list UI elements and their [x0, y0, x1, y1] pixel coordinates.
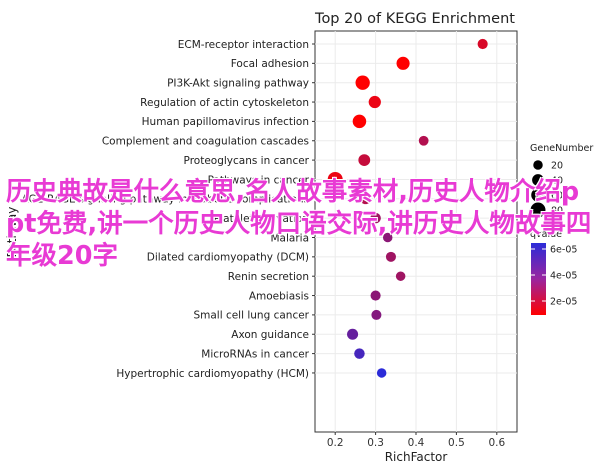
gene-number-legend-label: 60 — [551, 191, 563, 202]
x-axis-ticks: 0.2 0.3 0.4 0.5 0.6 — [327, 432, 505, 449]
y-axis-title: Pathway — [5, 207, 19, 258]
data-point — [370, 212, 381, 224]
pathway-label: Axon guidance — [231, 329, 309, 341]
data-point — [385, 251, 396, 262]
qvalue-legend-label: 2e-05 — [550, 297, 577, 308]
qvalue-legend-title: qvalue — [530, 229, 562, 240]
gene-number-legend-dot — [533, 160, 543, 170]
x-tick-label: 0.6 — [488, 437, 505, 449]
data-point — [354, 348, 365, 359]
data-point — [370, 290, 381, 301]
data-point — [371, 309, 382, 320]
x-tick-label: 0.5 — [448, 437, 465, 449]
gene-number-legend-title: GeneNumber — [530, 143, 593, 154]
data-point — [396, 56, 410, 70]
gene-number-legend-label: 40 — [551, 176, 563, 187]
pathway-label: ECM-receptor interaction — [178, 39, 309, 51]
x-axis-title: RichFactor — [385, 450, 448, 464]
data-point — [358, 154, 371, 166]
data-point — [395, 271, 406, 281]
qvalue-legend-label: 6e-05 — [550, 245, 577, 256]
pathway-label: PI3K-Akt signaling pathway — [167, 78, 309, 90]
gene-number-legend-dot — [531, 188, 545, 202]
pathway-label: Human papillomavirus infection — [142, 116, 309, 128]
pathway-label: Hypertrophic cardiomyopathy (HCM) — [116, 368, 309, 380]
pathway-label: Focal adhesion — [231, 58, 309, 70]
data-point — [352, 114, 367, 129]
pathway-label: Dilated cardiomyopathy (DCM) — [147, 252, 309, 264]
data-points — [327, 38, 488, 378]
x-tick-label: 0.2 — [327, 437, 344, 449]
data-point — [368, 95, 381, 109]
data-point — [477, 38, 488, 50]
pathway-label: Small cell lung cancer — [193, 310, 309, 322]
pathway-label: Regulation of actin cytoskeleton — [140, 97, 309, 109]
qvalue-legend: qvalue 6e-05 4e-05 2e-05 — [530, 229, 577, 315]
chart-title: Top 20 of KEGG Enrichment — [314, 11, 515, 27]
pathway-label: Platelet activation — [214, 213, 309, 225]
data-point — [376, 368, 387, 378]
data-point — [382, 232, 393, 243]
x-tick-label: 0.3 — [367, 437, 384, 449]
gene-number-legend-dot — [532, 174, 544, 186]
data-point — [355, 75, 370, 90]
qvalue-colorbar — [531, 243, 546, 315]
qvalue-legend-label: 4e-05 — [550, 271, 577, 282]
data-point — [360, 193, 371, 205]
gene-number-legend: GeneNumber 20 40 60 80 — [530, 143, 593, 218]
gene-number-legend-dot — [530, 202, 546, 218]
data-point — [418, 135, 429, 146]
pathway-label: Malaria — [270, 232, 309, 244]
pathway-label: Pathways in cancer — [208, 174, 310, 186]
pathway-label: Proteoglycans in cancer — [184, 155, 310, 167]
pathway-label: Complement and coagulation cascades — [102, 136, 309, 148]
gene-number-legend-label: 80 — [551, 206, 563, 217]
pathway-label: Amoebiasis — [249, 290, 309, 302]
pathway-labels: ECM-receptor interaction Focal adhesion PI… — [21, 39, 315, 380]
data-point — [327, 171, 343, 187]
data-point — [347, 328, 359, 340]
pathway-label: Renin secretion — [228, 271, 309, 283]
gene-number-legend-label: 20 — [551, 161, 563, 172]
pathway-label: AGE-RAGE signaling pathway in diabetic c… — [21, 194, 309, 206]
pathway-label: MicroRNAs in cancer — [201, 348, 309, 360]
x-tick-label: 0.4 — [408, 437, 425, 449]
